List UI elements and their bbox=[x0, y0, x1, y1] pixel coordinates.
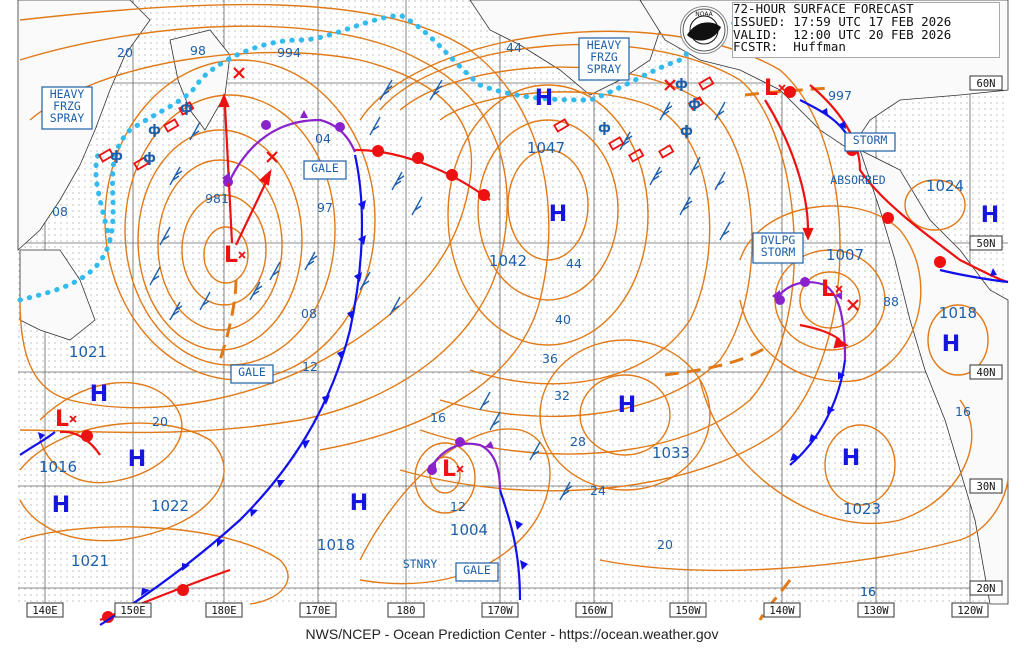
header-issued: ISSUED: 17:59 UTC 17 FEB 2026 bbox=[733, 13, 952, 29]
header-forecaster: FCSTR: Huffman bbox=[733, 39, 846, 55]
low-x-marks bbox=[233, 67, 859, 311]
svg-text:ф: ф bbox=[148, 123, 161, 138]
svg-text:ф: ф bbox=[680, 124, 693, 139]
freezing-spray-symbols bbox=[98, 76, 715, 171]
wind-barbs bbox=[149, 79, 731, 501]
svg-text:ф: ф bbox=[180, 101, 193, 116]
storm-motion-arrows bbox=[218, 93, 849, 349]
isobars bbox=[19, 3, 1009, 605]
ice-edge bbox=[17, 12, 743, 303]
warm-front-bumps bbox=[81, 86, 946, 623]
footer-credit: NWS/NCEP - Ocean Prediction Center - htt… bbox=[305, 626, 719, 642]
noaa-logo: NOAA bbox=[680, 6, 728, 54]
occluded-fronts bbox=[229, 118, 847, 491]
svg-text:ф: ф bbox=[110, 149, 123, 164]
cold-front-triangles bbox=[38, 108, 997, 596]
svg-text:ф: ф bbox=[598, 121, 611, 136]
forecast-header: 72-HOUR SURFACE FORECAST ISSUED: 17:59 U… bbox=[732, 2, 1000, 58]
svg-text:NOAA: NOAA bbox=[695, 11, 713, 18]
svg-text:ф: ф bbox=[688, 97, 701, 112]
svg-text:ф: ф bbox=[675, 77, 688, 92]
triple-point-markers bbox=[222, 172, 780, 472]
header-title: 72-HOUR SURFACE FORECAST bbox=[733, 1, 914, 16]
svg-text:ф: ф bbox=[143, 151, 156, 166]
header-valid: VALID: 12:00 UTC 20 FEB 2026 bbox=[733, 26, 952, 42]
